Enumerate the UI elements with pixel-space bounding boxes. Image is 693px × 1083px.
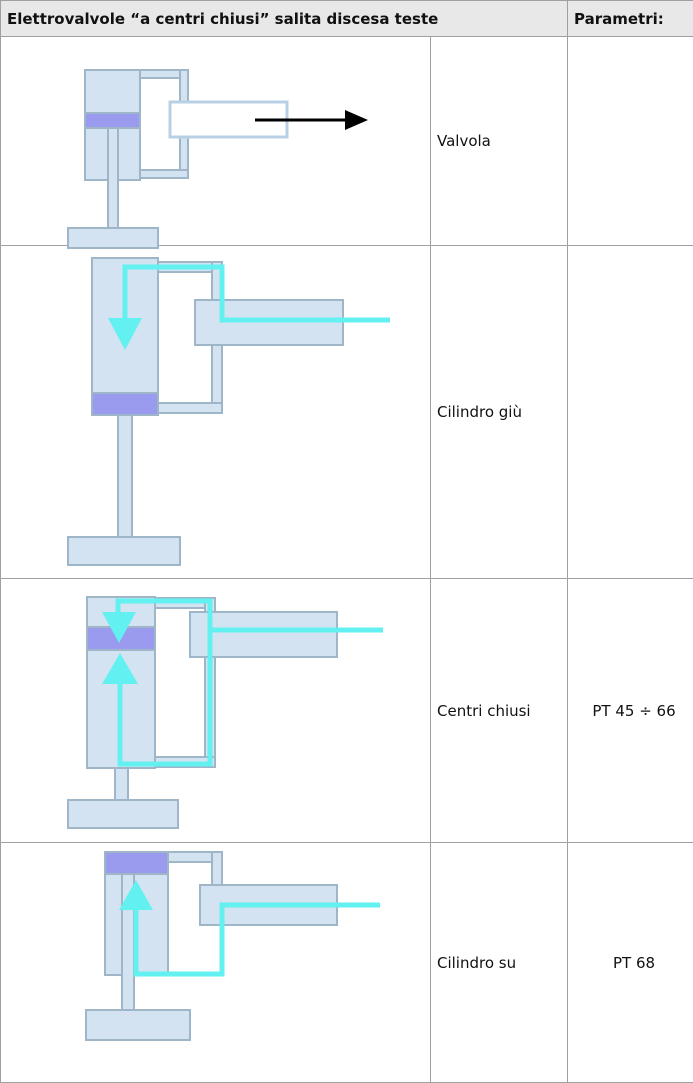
label-cell: Valvola xyxy=(429,36,569,246)
param-cell: PT 68 xyxy=(567,842,693,1083)
param-cell xyxy=(567,245,693,579)
header-cell: Elettrovalvole “a centri chiusi” salita … xyxy=(0,0,569,37)
label-cell: Centri chiusi xyxy=(429,578,569,843)
image-cell xyxy=(0,245,431,579)
header-cell: Parametri: xyxy=(567,0,693,37)
param-cell: PT 45 ÷ 66 xyxy=(567,578,693,843)
image-cell xyxy=(0,842,431,1083)
label-cell: Cilindro su xyxy=(429,842,569,1083)
param-cell xyxy=(567,36,693,246)
image-cell xyxy=(0,578,431,843)
label-cell: Cilindro giù xyxy=(429,245,569,579)
image-cell xyxy=(0,36,431,246)
